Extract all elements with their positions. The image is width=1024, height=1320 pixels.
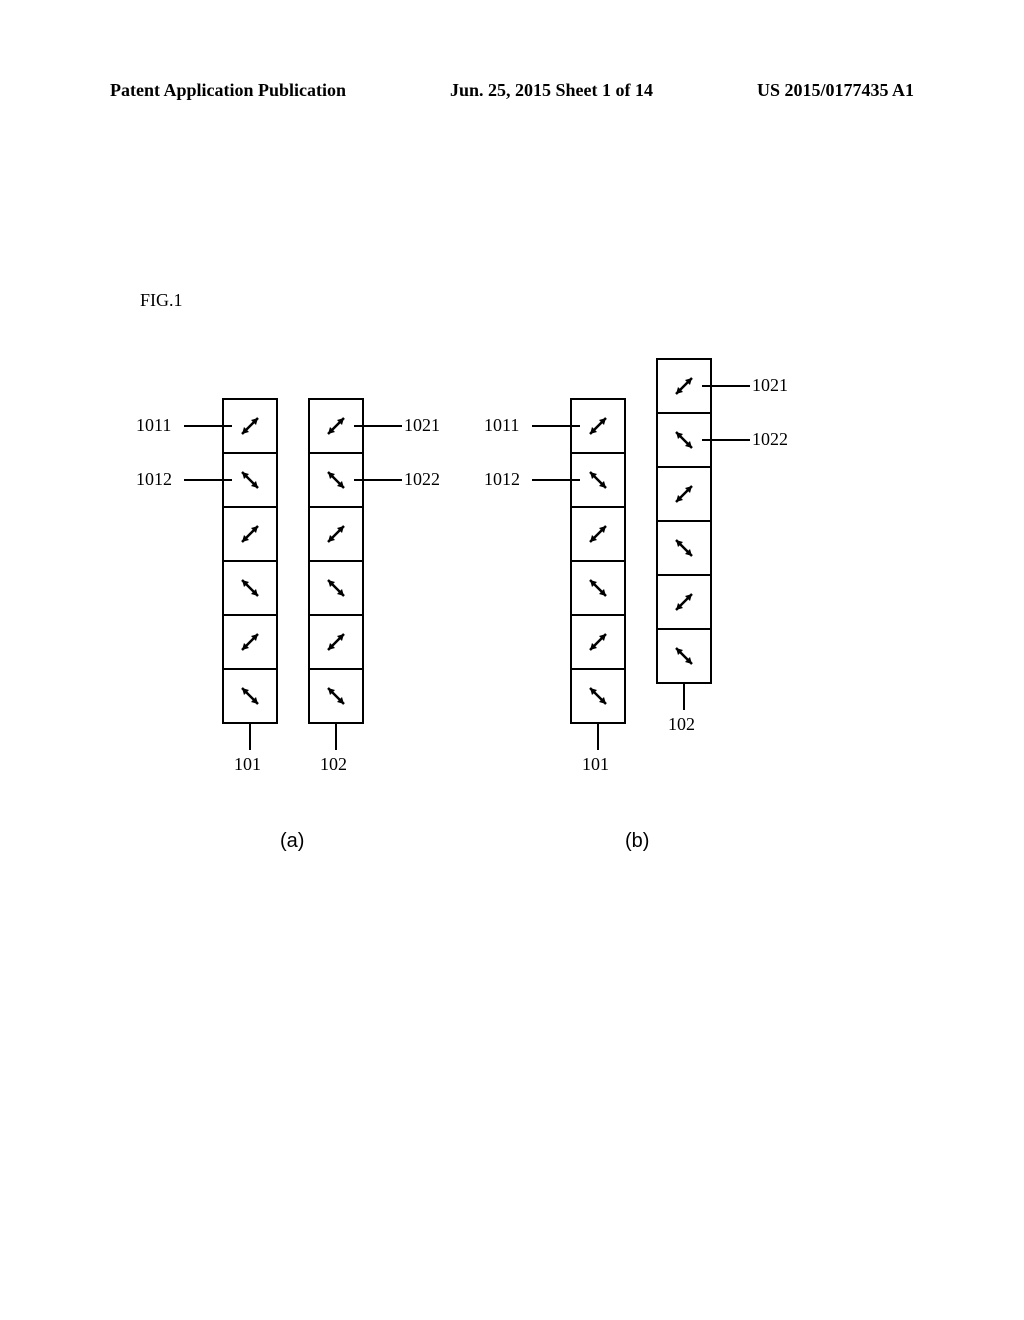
callout-label: 1012 <box>136 469 172 490</box>
callout-label: 1012 <box>484 469 520 490</box>
column-label: 101 <box>582 754 609 775</box>
arrow-se-icon <box>671 643 697 669</box>
arrow-ne-icon <box>323 413 349 439</box>
callout-line <box>532 425 580 427</box>
callout-line <box>184 479 232 481</box>
column-b_col2 <box>656 358 712 684</box>
column-a_col2 <box>308 398 364 724</box>
column-b_col1 <box>570 398 626 724</box>
callout-line <box>702 385 750 387</box>
column-label: 102 <box>320 754 347 775</box>
column-label: 102 <box>668 714 695 735</box>
arrow-ne-icon <box>323 629 349 655</box>
arrow-ne-icon <box>237 521 263 547</box>
callout-label: 1021 <box>404 415 440 436</box>
page-header: Patent Application Publication Jun. 25, … <box>0 80 1024 101</box>
cell <box>656 466 712 522</box>
callout-line <box>354 425 402 427</box>
callout-label: 1011 <box>136 415 171 436</box>
cell <box>656 520 712 576</box>
arrow-se-icon <box>237 683 263 709</box>
arrow-se-icon <box>585 467 611 493</box>
subfigure-label: (b) <box>625 830 649 853</box>
arrow-se-icon <box>585 683 611 709</box>
cell <box>308 506 364 562</box>
bottom-tick <box>249 724 251 750</box>
arrow-ne-icon <box>585 629 611 655</box>
cell <box>570 668 626 724</box>
arrow-ne-icon <box>237 629 263 655</box>
cell <box>308 614 364 670</box>
cell <box>222 560 278 616</box>
bottom-tick <box>597 724 599 750</box>
callout-line <box>702 439 750 441</box>
cell <box>570 560 626 616</box>
cell <box>656 628 712 684</box>
cell <box>570 614 626 670</box>
callout-line <box>354 479 402 481</box>
cell <box>656 574 712 630</box>
subfigure-label: (a) <box>280 830 304 853</box>
arrow-ne-icon <box>323 521 349 547</box>
arrow-se-icon <box>237 575 263 601</box>
column-label: 101 <box>234 754 261 775</box>
arrow-se-icon <box>237 467 263 493</box>
arrow-se-icon <box>323 575 349 601</box>
callout-label: 1022 <box>404 469 440 490</box>
bottom-tick <box>683 684 685 710</box>
arrow-ne-icon <box>671 481 697 507</box>
cell <box>222 614 278 670</box>
arrow-ne-icon <box>671 373 697 399</box>
callout-line <box>184 425 232 427</box>
callout-label: 1021 <box>752 375 788 396</box>
cell <box>308 560 364 616</box>
figure-label: FIG.1 <box>140 290 183 311</box>
arrow-ne-icon <box>671 589 697 615</box>
cell <box>570 506 626 562</box>
cell <box>308 668 364 724</box>
arrow-se-icon <box>671 427 697 453</box>
arrow-se-icon <box>671 535 697 561</box>
arrow-se-icon <box>323 683 349 709</box>
cell <box>222 506 278 562</box>
arrow-se-icon <box>323 467 349 493</box>
callout-label: 1022 <box>752 429 788 450</box>
callout-label: 1011 <box>484 415 519 436</box>
header-left: Patent Application Publication <box>110 80 346 101</box>
arrow-ne-icon <box>585 521 611 547</box>
bottom-tick <box>335 724 337 750</box>
arrow-ne-icon <box>585 413 611 439</box>
column-a_col1 <box>222 398 278 724</box>
arrow-se-icon <box>585 575 611 601</box>
callout-line <box>532 479 580 481</box>
header-right: US 2015/0177435 A1 <box>757 80 914 101</box>
header-center: Jun. 25, 2015 Sheet 1 of 14 <box>450 80 653 101</box>
cell <box>222 668 278 724</box>
arrow-ne-icon <box>237 413 263 439</box>
